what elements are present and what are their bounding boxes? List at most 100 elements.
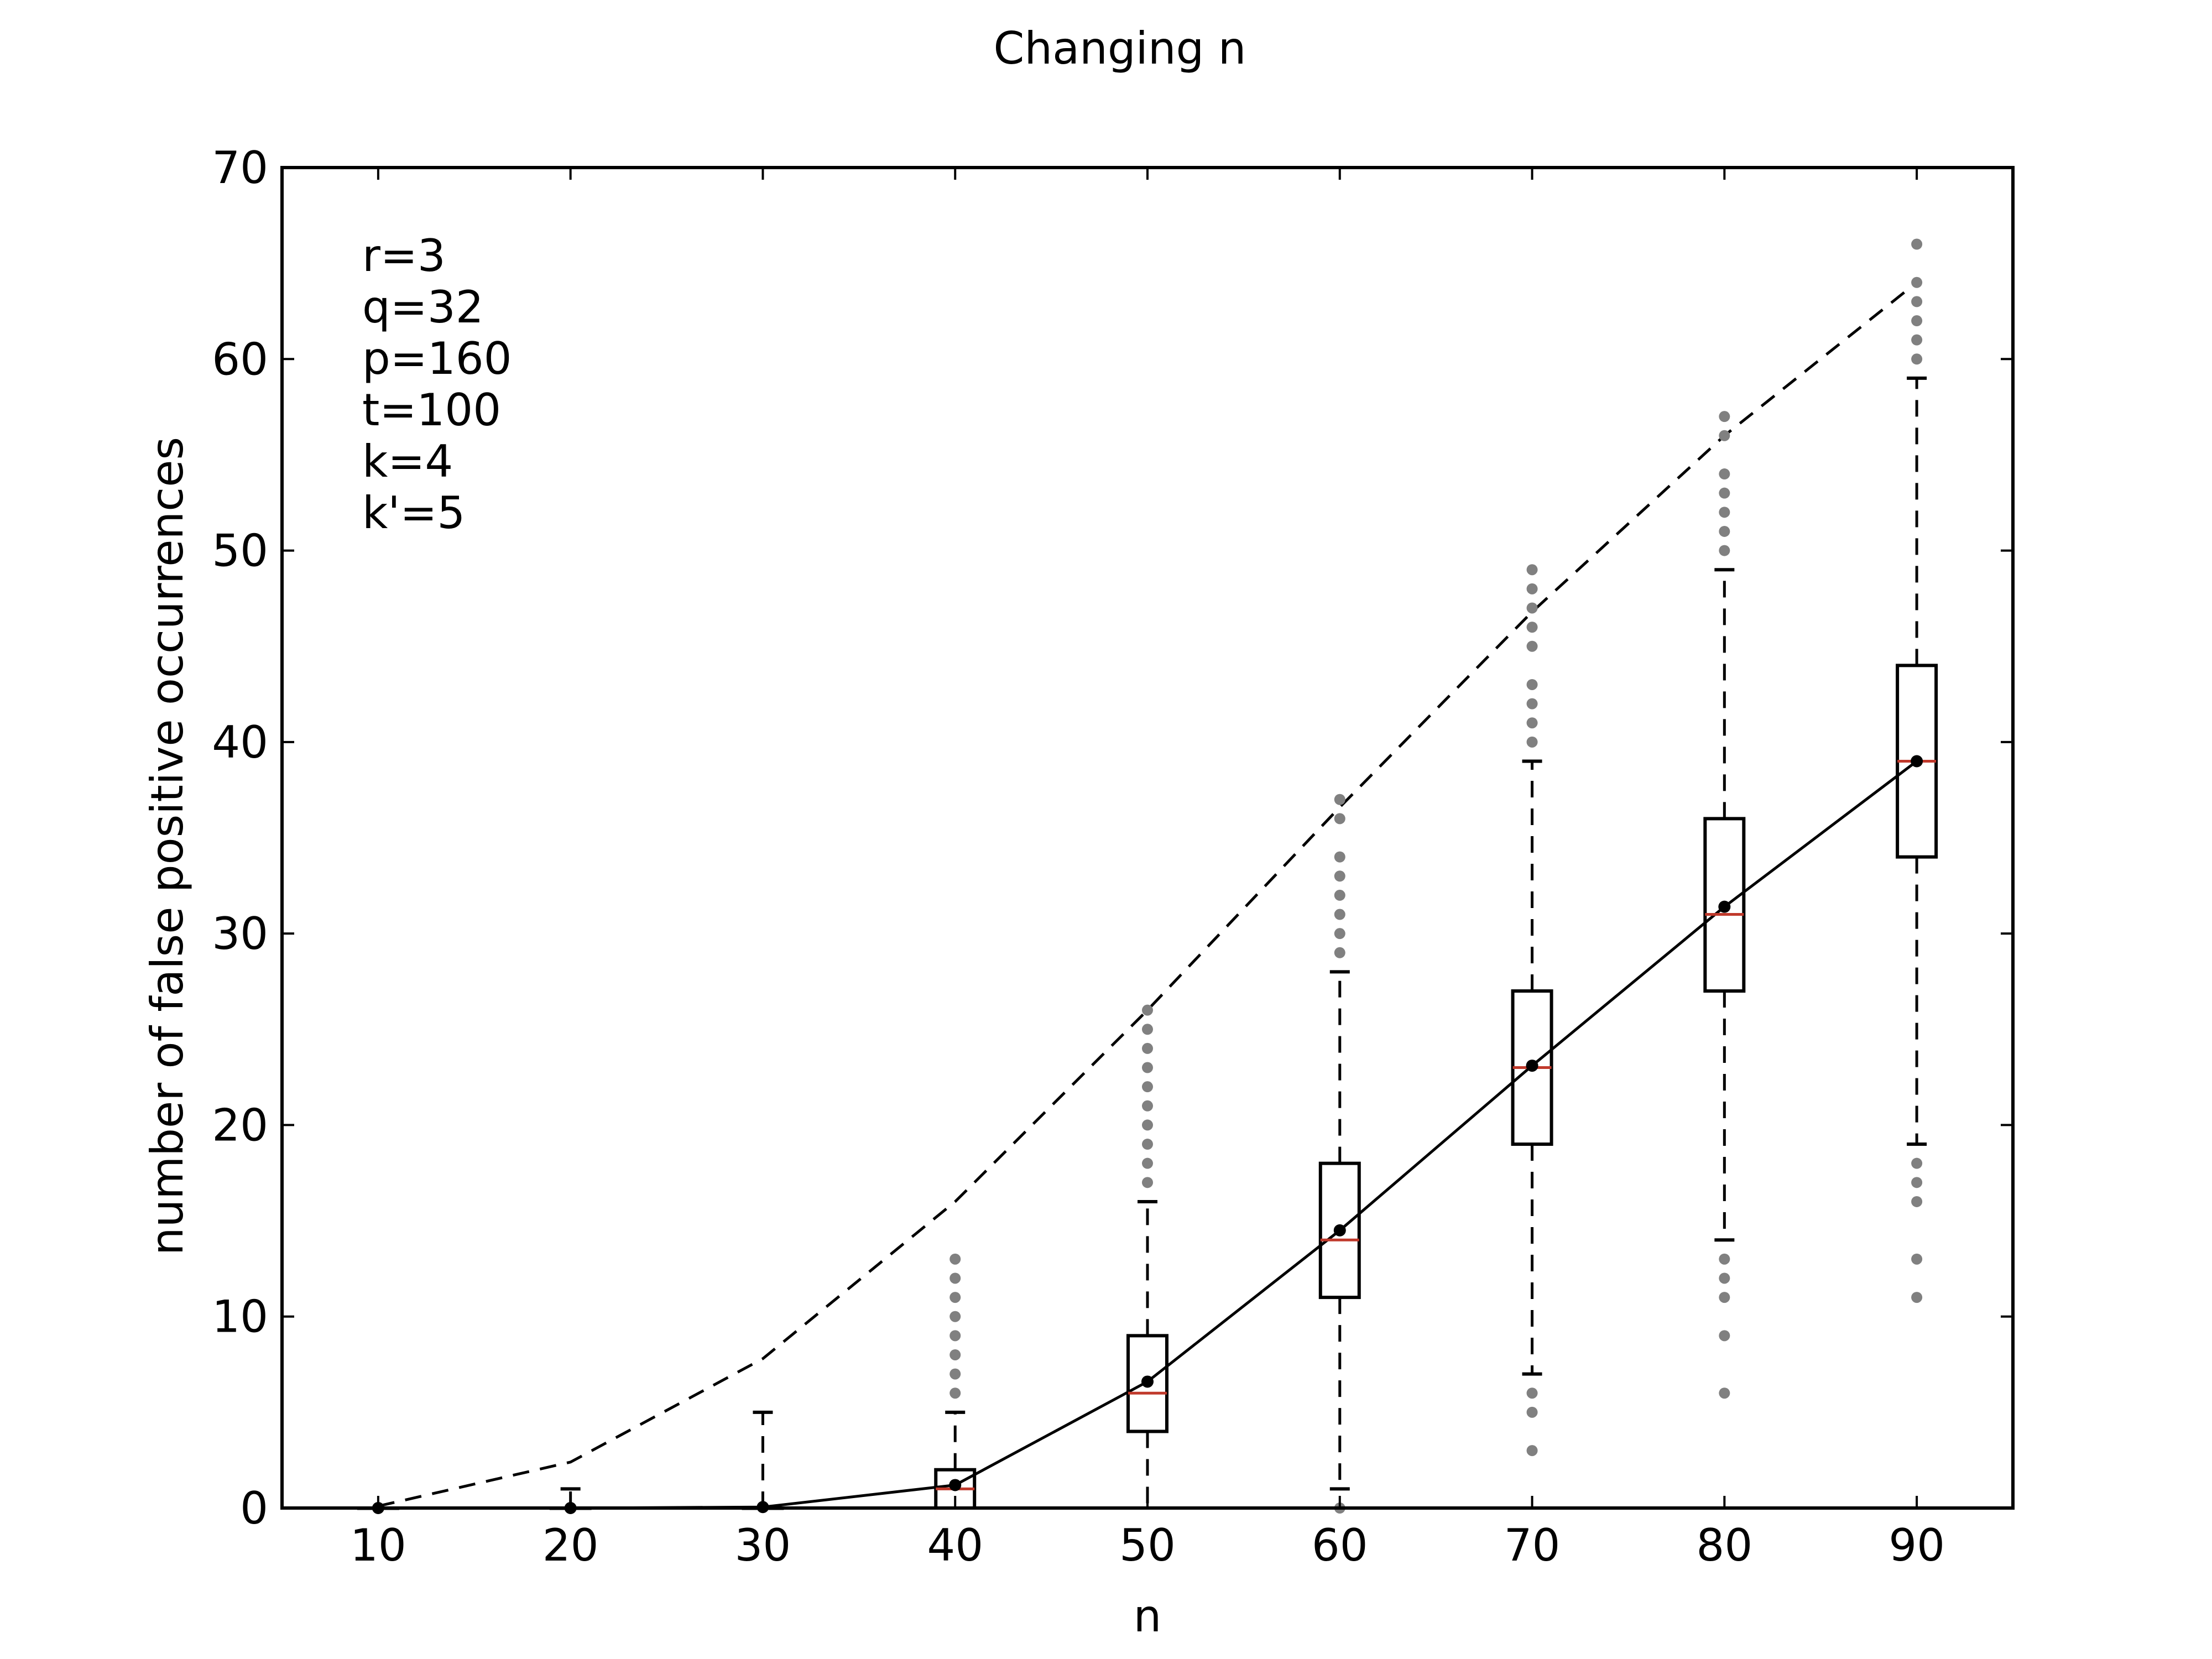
outlier-point	[1719, 545, 1730, 556]
outlier-point	[950, 1272, 961, 1284]
x-tick-label: 10	[350, 1520, 406, 1571]
outlier-point	[1719, 430, 1730, 441]
outlier-point	[1142, 1157, 1153, 1169]
outlier-point	[950, 1311, 961, 1322]
mean-point	[1718, 900, 1731, 913]
y-tick-label: 50	[212, 525, 268, 577]
outlier-point	[1334, 947, 1345, 958]
dashed-series-line	[378, 281, 1918, 1507]
outlier-point	[1142, 1042, 1153, 1054]
outlier-point	[1526, 736, 1538, 748]
outlier-point	[1719, 525, 1730, 537]
mean-point	[1141, 1375, 1154, 1388]
outlier-point	[1911, 1253, 1923, 1265]
outlier-point	[950, 1330, 961, 1342]
y-tick-label: 70	[212, 142, 268, 194]
x-axis-label: n	[1134, 1590, 1162, 1642]
annotation-line: p=160	[362, 333, 512, 384]
outlier-point	[1911, 353, 1923, 365]
outlier-point	[1526, 622, 1538, 633]
outlier-point	[1719, 1253, 1730, 1265]
axis-ticks: 10 20 30 40 50 60 70 80 90 0 10 20 30 40 50 60 70	[212, 142, 2013, 1571]
outlier-point	[1526, 583, 1538, 594]
x-tick-label: 50	[1119, 1520, 1176, 1571]
outlier-point	[1911, 1157, 1923, 1169]
outlier-point	[1334, 909, 1345, 920]
outlier-point	[1719, 468, 1730, 480]
box	[1318, 1161, 1361, 1300]
outlier-point	[1526, 602, 1538, 614]
outlier-point	[1911, 276, 1923, 288]
outlier-point	[1719, 487, 1730, 499]
mean-point	[949, 1479, 962, 1491]
outlier-point	[950, 1292, 961, 1303]
y-tick-label: 20	[212, 1099, 268, 1151]
x-tick-label: 80	[1696, 1520, 1752, 1571]
box	[1126, 1334, 1168, 1433]
outlier-point	[1719, 1330, 1730, 1342]
outlier-point	[1142, 1024, 1153, 1035]
outlier-point	[1911, 1177, 1923, 1188]
outlier-point	[1142, 1100, 1153, 1112]
y-axis-label: number of false positive occurrences	[142, 437, 193, 1255]
outlier-point	[1526, 717, 1538, 729]
outlier-point	[1334, 870, 1345, 882]
x-tick-label: 40	[927, 1520, 983, 1571]
outlier-point	[1719, 1292, 1730, 1303]
outlier-point	[1911, 1292, 1923, 1303]
outlier-point	[950, 1253, 961, 1265]
outlier-point	[950, 1368, 961, 1380]
annotation-line: r=3	[362, 230, 446, 281]
outlier-point	[1526, 1387, 1538, 1399]
y-tick-label: 60	[212, 333, 268, 385]
outlier-point	[1911, 334, 1923, 346]
y-tick-label: 40	[212, 717, 268, 768]
outlier-point	[1719, 507, 1730, 518]
annotation-line: q=32	[362, 281, 484, 333]
x-tick-label: 30	[735, 1520, 791, 1571]
box	[1703, 817, 1746, 993]
outlier-point	[1142, 1062, 1153, 1073]
mean-point	[1911, 755, 1923, 768]
outlier-point	[1526, 564, 1538, 576]
x-tick-label: 90	[1888, 1520, 1945, 1571]
mean-point	[1333, 1224, 1346, 1237]
chart-title: Changing n	[994, 23, 1246, 74]
outlier-point	[1526, 698, 1538, 709]
y-tick-label: 10	[212, 1291, 268, 1343]
outlier-point	[1142, 1177, 1153, 1188]
outlier-point	[1719, 411, 1730, 422]
outlier-point	[1334, 794, 1345, 805]
annotation-line: k=4	[362, 436, 453, 487]
x-tick-label: 20	[542, 1520, 599, 1571]
outlier-point	[950, 1349, 961, 1360]
outlier-point	[1142, 1081, 1153, 1093]
y-tick-label: 30	[212, 908, 268, 959]
outlier-point	[1334, 928, 1345, 940]
outlier-point	[1911, 1196, 1923, 1207]
outlier-point	[1526, 640, 1538, 652]
y-tick-label: 0	[240, 1483, 268, 1534]
outlier-point	[1719, 1387, 1730, 1399]
plot-area	[357, 238, 1938, 1514]
outlier-point	[1911, 238, 1923, 250]
outlier-point	[1526, 1445, 1538, 1457]
outlier-point	[950, 1387, 961, 1399]
outlier-point	[1911, 315, 1923, 327]
outlier-point	[1526, 1406, 1538, 1418]
x-tick-label: 60	[1312, 1520, 1368, 1571]
outlier-point	[1142, 1004, 1153, 1016]
x-tick-label: 70	[1504, 1520, 1561, 1571]
solid-series-line	[378, 760, 1918, 1510]
outlier-point	[1719, 1272, 1730, 1284]
outlier-point	[1526, 679, 1538, 690]
outlier-point	[1334, 813, 1345, 825]
outlier-point	[1142, 1119, 1153, 1131]
outlier-point	[1334, 851, 1345, 863]
annotation-line: t=100	[362, 384, 501, 436]
outlier-point	[1142, 1139, 1153, 1150]
annotation-line: k'=5	[362, 487, 465, 539]
outlier-point	[1911, 296, 1923, 307]
mean-point	[1526, 1060, 1538, 1072]
